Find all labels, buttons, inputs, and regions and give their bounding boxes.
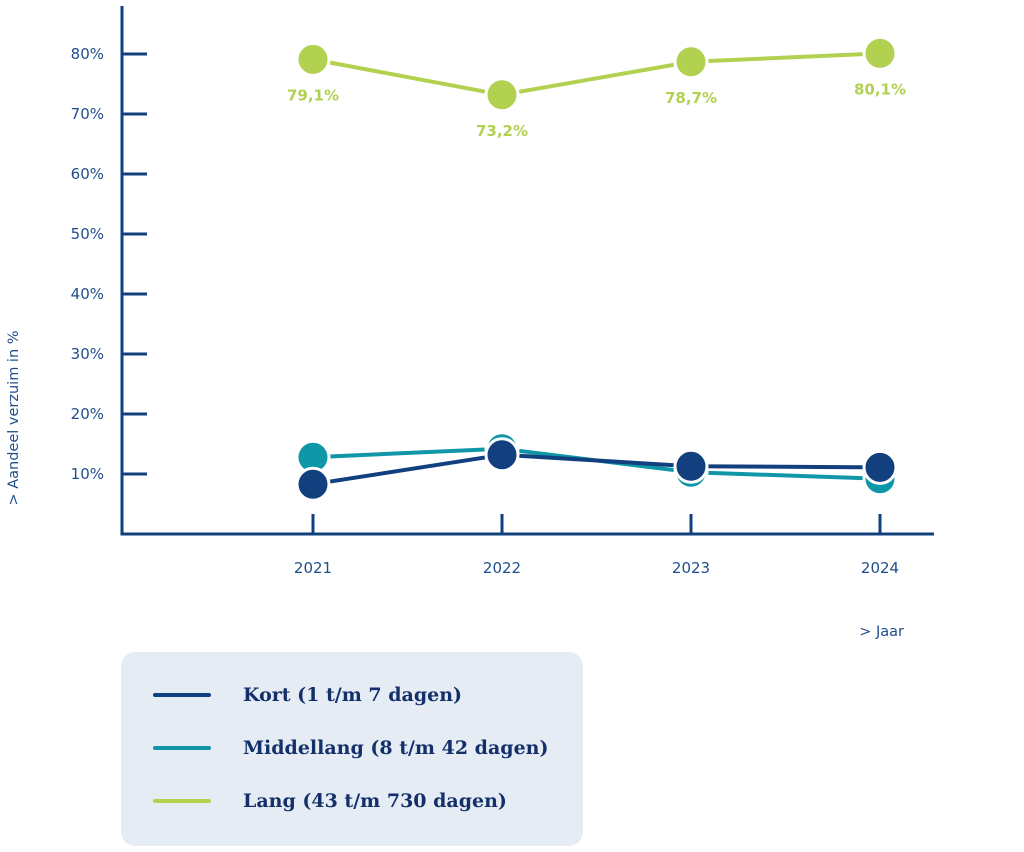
chart-series (295, 35, 898, 502)
series-line-kort (312, 452, 881, 487)
data-label-lang: 79,1% (287, 86, 339, 104)
legend-item-lang: Lang (43 t/m 730 dagen) (153, 786, 507, 816)
x-tick-label: 2023 (672, 559, 710, 577)
legend-swatch-middellang (153, 746, 211, 750)
legend-item-middellang: Middellang (8 t/m 42 dagen) (153, 733, 548, 763)
data-point-kort (484, 437, 520, 473)
chart-data-labels: 79,1% 73,2% 78,7% 80,1% (287, 80, 906, 139)
data-point-kort (862, 449, 898, 485)
data-point-lang (484, 77, 520, 113)
data-point-lang (862, 35, 898, 71)
y-tick-label: 30% (71, 345, 104, 363)
x-tick-label: 2021 (294, 559, 332, 577)
legend-label-lang: Lang (43 t/m 730 dagen) (243, 790, 507, 812)
y-tick-label: 10% (71, 465, 104, 483)
y-tick-label: 50% (71, 225, 104, 243)
data-label-lang: 73,2% (476, 122, 528, 140)
legend-label-middellang: Middellang (8 t/m 42 dagen) (243, 737, 549, 759)
data-point-kort (673, 448, 709, 484)
x-tick-label: 2022 (483, 559, 521, 577)
y-tick-label: 40% (71, 285, 104, 303)
data-label-lang: 78,7% (665, 89, 717, 107)
chart-axes: 10% 20% 30% 40% 50% 60% 70% 80% 2021 2022 2023 2024 (71, 6, 934, 577)
y-tick-label: 20% (71, 405, 104, 423)
y-tick-label: 60% (71, 165, 104, 183)
legend-label-kort: Kort (1 t/m 7 dagen) (243, 684, 463, 706)
series-line-middellang (312, 446, 881, 481)
legend-item-kort: Kort (1 t/m 7 dagen) (153, 680, 462, 710)
legend-swatch-kort (153, 693, 211, 697)
data-point-lang (673, 44, 709, 80)
x-tick-label: 2024 (861, 559, 899, 577)
x-axis-title: > Jaar (859, 624, 904, 640)
chart-legend: Kort (1 t/m 7 dagen) Middellang (8 t/m 4… (121, 652, 583, 846)
series-line-lang (312, 51, 881, 97)
y-tick-label: 70% (71, 105, 104, 123)
data-point-lang (295, 41, 331, 77)
y-tick-label: 80% (71, 45, 104, 63)
data-point-kort (295, 466, 331, 502)
y-axis-title: > Aandeel verzuim in % (6, 330, 22, 505)
legend-swatch-lang (153, 799, 211, 803)
data-label-lang: 80,1% (854, 80, 906, 98)
